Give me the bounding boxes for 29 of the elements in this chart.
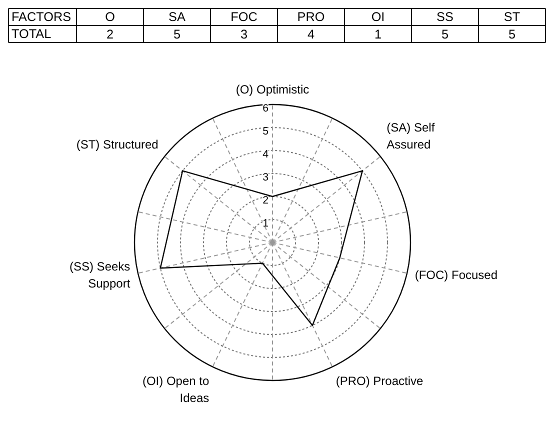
text: SS: [436, 10, 454, 24]
text: 2: [106, 28, 114, 42]
text: PRO: [297, 10, 325, 24]
text: 3: [240, 28, 248, 42]
text: O: [105, 10, 116, 24]
spoke-label: (ST) Structured: [76, 137, 158, 152]
spoke-label: (FOC) Focused: [414, 268, 498, 282]
text: 5: [508, 28, 516, 42]
text: 5: [441, 28, 449, 42]
text: 1: [374, 28, 382, 42]
text: FACTORS: [12, 10, 72, 24]
spoke-label: (SS) Seeks Support: [69, 260, 131, 290]
text: OI: [371, 10, 385, 24]
text: 4: [307, 28, 315, 42]
y-tick-label: 3: [262, 172, 269, 184]
y-tick-label: 5: [262, 126, 269, 138]
spoke-label: (OI) Open to Ideas: [142, 374, 210, 405]
text: FOC: [230, 10, 258, 24]
text: ST: [504, 10, 520, 24]
spoke-label: (SA) Self Assured: [386, 120, 436, 152]
y-tick-label: 6: [262, 102, 269, 114]
text: SA: [168, 10, 186, 24]
text: 5: [173, 28, 181, 42]
spoke-label: (O) Optimistic: [236, 82, 310, 96]
spoke-label: (PRO) Proactive: [336, 374, 424, 388]
y-tick-label: 1: [262, 218, 269, 230]
text: TOTAL: [12, 27, 52, 41]
y-tick-label: 2: [262, 194, 269, 206]
y-tick-label: 4: [262, 148, 269, 160]
